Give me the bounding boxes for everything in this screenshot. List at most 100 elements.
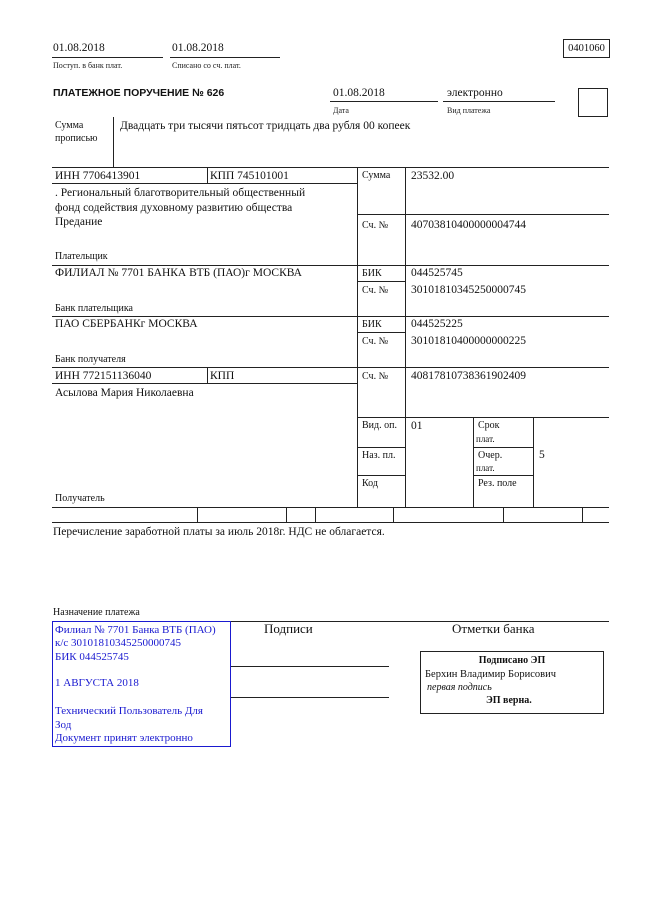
payee-name: Асылова Мария Николаевна [55,387,194,399]
divider [52,167,609,168]
payer-bank-bik: 044525745 [411,267,463,279]
bank-marks-label: Отметки банка [452,621,535,636]
divider [473,447,533,448]
divider [52,316,609,317]
divider [473,417,474,507]
payer-account: 40703810400000004744 [411,219,526,231]
divider [52,621,609,622]
divider [52,522,609,523]
debited-label: Списано со сч. плат. [172,61,241,70]
purpose-code-label: Наз. пл. [362,450,396,461]
divider [357,281,405,282]
payer-kpp: КПП 745101001 [210,170,289,182]
divider [330,101,438,102]
signature-line [231,666,389,667]
divider [52,383,357,384]
divider [207,167,208,183]
payer-bank-bik-label: БИК [362,268,382,279]
form-code: 0401060 [563,39,610,58]
divider [473,475,533,476]
payee-kpp: КПП [210,370,235,382]
signature-line [231,697,389,698]
code-label: Код [362,478,378,489]
e-signature-box [420,651,604,714]
stamp-line: к/с 30101810345250000745 [55,637,182,649]
payee-bank-account-label: Сч. № [362,336,389,347]
payer-bank-account-label: Сч. № [362,285,389,296]
amount-words-label: Сумма [55,120,84,131]
divider [357,214,609,215]
received-label: Поступ. в банк плат. [53,61,123,70]
payee-inn: ИНН 772151136040 [55,370,152,382]
divider [357,332,405,333]
divider [357,167,358,507]
payer-name-line: фонд содействия духовному развитию общес… [55,202,293,214]
signed-label: Подписано ЭП [478,655,546,666]
payer-name-line: . Региональный благотворительный обществ… [55,187,306,199]
signature-verified: ЭП верна. [486,695,532,706]
reserve-label: Рез. поле [478,478,517,489]
purpose-text: Перечисление заработной платы за июль 20… [53,526,385,538]
status-box [578,88,608,117]
priority-label: Очер. [478,450,503,461]
payment-type: электронно [447,87,503,99]
priority-label-2: плат. [476,463,495,473]
divider [443,101,555,102]
payee-account: 40817810738361902409 [411,370,526,382]
divider [357,417,609,418]
priority-value: 5 [539,449,545,461]
term-label-2: плат. [476,434,495,444]
payee-bank-name: ПАО СБЕРБАНКг МОСКВА [55,318,198,330]
bank-acceptance-stamp [52,621,231,747]
stamp-line: Документ принят электронно [55,732,193,744]
divider [503,507,504,522]
divider [52,507,609,508]
divider [52,367,609,368]
stamp-line: БИК 044525745 [55,651,129,663]
signature-role: первая подпись [427,682,492,693]
divider [52,183,357,184]
payee-account-label: Сч. № [362,371,389,382]
divider [197,507,198,522]
payer-name-line: Предание [55,216,103,228]
signer-name: Берхин Владимир Борисович [425,669,556,680]
divider [393,507,394,522]
divider [113,117,114,167]
payment-type-label: Вид платежа [447,106,491,115]
payer-inn: ИНН 7706413901 [55,170,141,182]
divider [405,167,406,507]
payer-account-label: Сч. № [362,220,389,231]
debited-date: 01.08.2018 [172,42,224,54]
stamp-line: Филиал № 7701 Банка ВТБ (ПАО) [55,624,216,636]
stamp-line: Технический Пользователь Для [55,705,203,717]
divider [357,475,405,476]
divider [357,447,405,448]
received-date: 01.08.2018 [53,42,105,54]
divider [52,265,609,266]
payee-bank-account: 30101810400000000225 [411,335,526,347]
purpose-label: Назначение платежа [53,607,140,618]
payer-bank-account: 30101810345250000745 [411,284,526,296]
amount-words: Двадцать три тысячи пятьсот тридцать два… [120,120,411,132]
payer-label: Плательщик [55,251,108,262]
divider [52,57,163,58]
payer-bank-name: ФИЛИАЛ № 7701 БАНКА ВТБ (ПАО)г МОСКВА [55,267,302,279]
divider [207,367,208,383]
divider [582,507,583,522]
amount-words-label-2: прописью [55,133,98,144]
payer-bank-label: Банк плательщика [55,303,133,314]
op-type-label: Вид. оп. [362,420,397,431]
divider [315,507,316,522]
payee-bank-bik-label: БИК [362,319,382,330]
payee-bank-label: Банк получателя [55,354,126,365]
amount-label: Сумма [362,170,391,181]
amount-value: 23532.00 [411,170,455,182]
signatures-label: Подписи [264,621,313,636]
stamp-line: 1 АВГУСТА 2018 [55,677,139,689]
payee-bank-bik: 044525225 [411,318,463,330]
divider [533,417,534,507]
term-label: Срок [478,420,500,431]
op-type: 01 [411,420,423,432]
divider [170,57,280,58]
stamp-line: Зод [55,719,72,731]
